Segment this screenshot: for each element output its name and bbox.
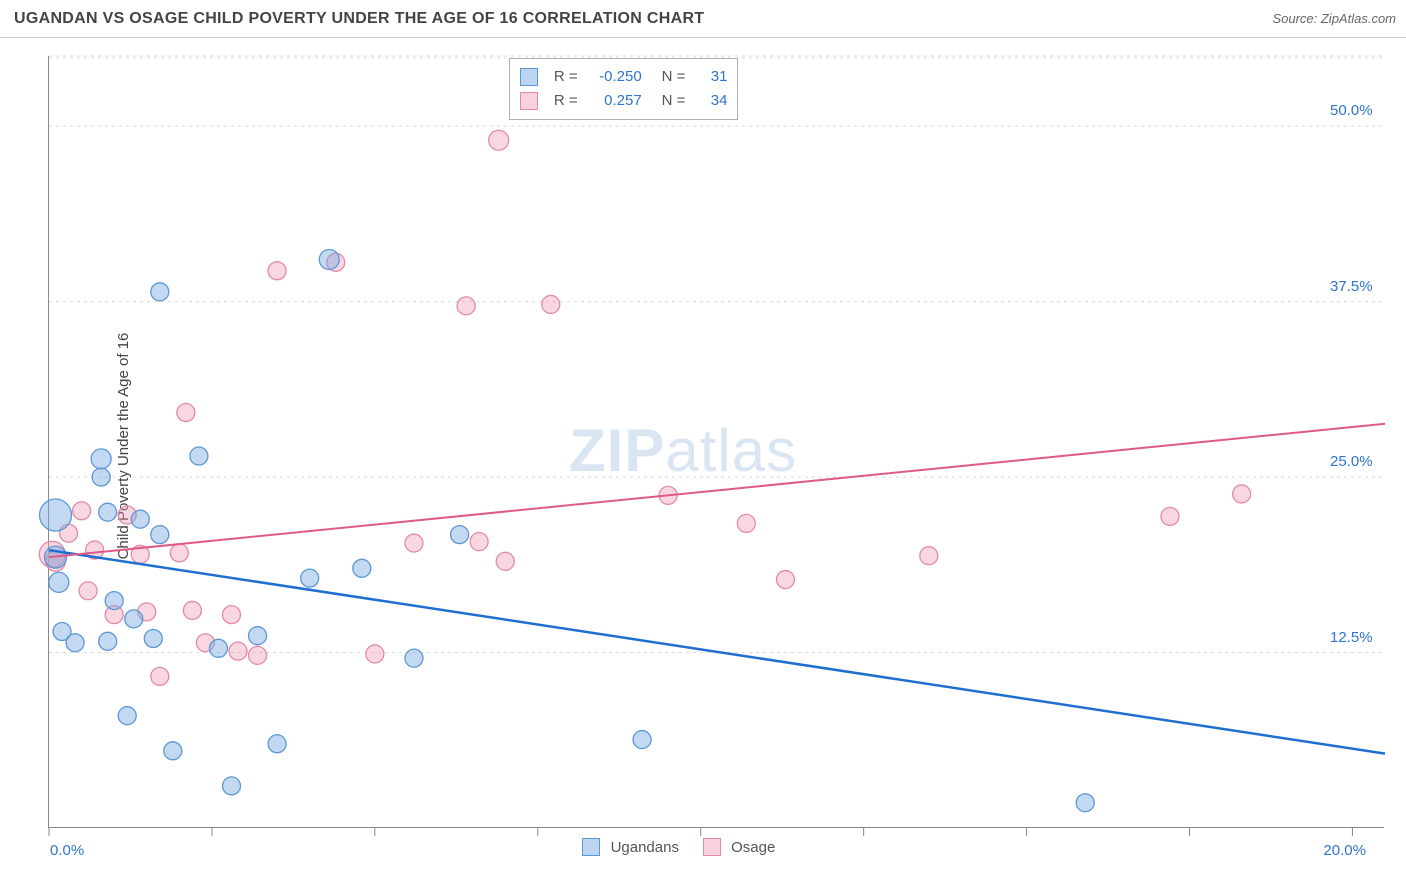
n-label: N = bbox=[662, 65, 686, 89]
plot-svg bbox=[49, 56, 1384, 827]
n-label: N = bbox=[662, 89, 686, 113]
legend-label-osage: Osage bbox=[731, 839, 775, 856]
source-label: Source: ZipAtlas.com bbox=[1272, 11, 1396, 26]
ugandans-swatch-icon bbox=[582, 838, 600, 856]
stats-legend: R = -0.250 N = 31 R = 0.257 N = 34 bbox=[509, 58, 739, 120]
ugandans-swatch-icon bbox=[520, 68, 538, 86]
header-bar: UGANDAN VS OSAGE CHILD POVERTY UNDER THE… bbox=[0, 0, 1406, 38]
ugandans-r-value: -0.250 bbox=[588, 65, 642, 89]
bottom-legend: Ugandans Osage bbox=[582, 838, 775, 856]
ugandans-n-value: 31 bbox=[695, 65, 727, 89]
legend-label-ugandans: Ugandans bbox=[611, 839, 679, 856]
r-label: R = bbox=[554, 65, 578, 89]
osage-swatch-icon bbox=[520, 92, 538, 110]
y-tick-label: 37.5% bbox=[1330, 278, 1373, 295]
r-label: R = bbox=[554, 89, 578, 113]
legend-item-ugandans: Ugandans bbox=[582, 838, 679, 856]
stats-row-ugandans: R = -0.250 N = 31 bbox=[520, 65, 728, 89]
plot-area: ZIPatlas bbox=[48, 56, 1384, 828]
osage-swatch-icon bbox=[703, 838, 721, 856]
stats-row-osage: R = 0.257 N = 34 bbox=[520, 89, 728, 113]
y-tick-label: 50.0% bbox=[1330, 102, 1373, 119]
chart-title: UGANDAN VS OSAGE CHILD POVERTY UNDER THE… bbox=[14, 10, 704, 28]
osage-n-value: 34 bbox=[695, 89, 727, 113]
y-tick-label: 12.5% bbox=[1330, 629, 1373, 646]
x-axis-end-label: 20.0% bbox=[1323, 842, 1366, 859]
x-axis-start-label: 0.0% bbox=[50, 842, 84, 859]
osage-r-value: 0.257 bbox=[588, 89, 642, 113]
legend-item-osage: Osage bbox=[703, 838, 775, 856]
y-tick-label: 25.0% bbox=[1330, 453, 1373, 470]
